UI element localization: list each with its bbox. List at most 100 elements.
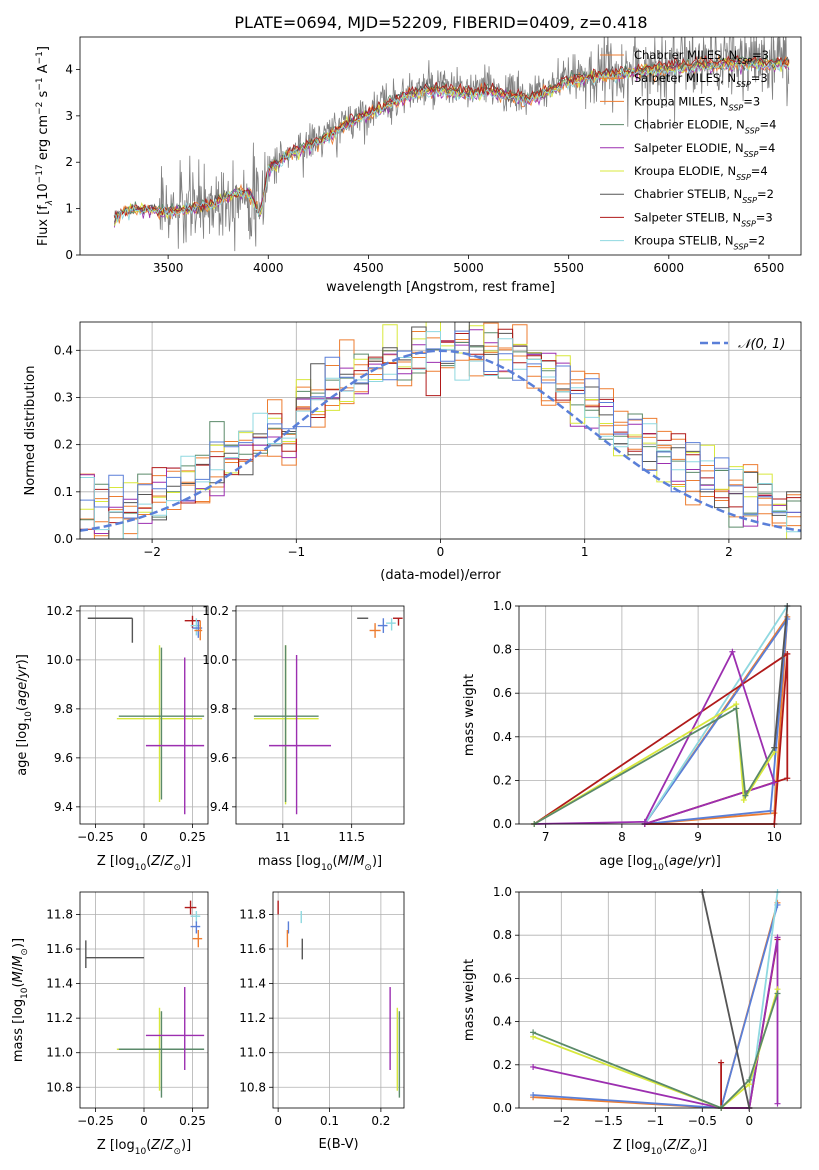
y-tick-label: 0 bbox=[65, 248, 73, 262]
weight-marker bbox=[530, 1063, 537, 1070]
x-tick-label: 9 bbox=[694, 830, 702, 844]
axes-mass-vs-EBV: 0 0.1 0.2 10.8 11.0 11.2 11.4 11.6 11.8 E(B-V) bbox=[239, 891, 405, 1152]
x-tick-label: 6000 bbox=[654, 261, 685, 275]
weight-marker bbox=[774, 990, 781, 997]
y-tick-label: 10.0 bbox=[46, 653, 73, 667]
x-tick-label: 1 bbox=[581, 545, 589, 559]
x-tick-label: 0.25 bbox=[179, 1114, 206, 1128]
y-tick-label: 0.2 bbox=[493, 1058, 512, 1072]
errorbar-point bbox=[118, 647, 205, 800]
y-tick-label: 11.2 bbox=[239, 1011, 266, 1025]
histogram-step bbox=[80, 328, 801, 530]
errorbar-point bbox=[386, 618, 396, 631]
x-tick-label: 4500 bbox=[353, 261, 384, 275]
errorbars bbox=[85, 900, 205, 1098]
y-tick-label: 0.0 bbox=[493, 817, 512, 831]
x-tick-label: 10 bbox=[767, 830, 782, 844]
axes-frame bbox=[79, 36, 802, 256]
x-axis-label: mass [log10(M/M⊙)] bbox=[258, 854, 382, 873]
weight-line bbox=[532, 993, 779, 1110]
axes-age-vs-mass: 11 11.5 9.4 9.6 9.8 10.0 10.2 mass [log10(M/M⊙)… bbox=[202, 604, 405, 873]
spectrum-lines bbox=[113, 37, 790, 252]
x-tick-label: −1 bbox=[646, 1114, 664, 1128]
errorbar-point bbox=[190, 911, 201, 924]
weight-marker bbox=[530, 1092, 537, 1099]
legend-label: Salpeter MILES, NSSP=3 bbox=[634, 71, 768, 89]
y-tick-label: 11.4 bbox=[46, 977, 73, 991]
x-axis-label: (data-model)/error bbox=[380, 568, 501, 583]
weight-marker bbox=[530, 1029, 537, 1036]
x-axis-label: Z [log10(Z/Z⊙)] bbox=[97, 1138, 191, 1157]
y-tick-label: 0.8 bbox=[493, 928, 512, 942]
x-tick-label: 4000 bbox=[253, 261, 284, 275]
y-tick-label: 11.6 bbox=[239, 942, 266, 956]
weight-line bbox=[748, 891, 779, 1109]
x-tick-label: 0.1 bbox=[320, 1114, 339, 1128]
observed-spectrum bbox=[113, 37, 790, 252]
weight-marker bbox=[784, 650, 791, 657]
axes-frame bbox=[79, 891, 209, 1109]
errorbar-point bbox=[253, 645, 319, 802]
x-tick-label: 2 bbox=[725, 545, 733, 559]
errorbar-point bbox=[116, 645, 203, 802]
errorbar-point bbox=[184, 900, 197, 915]
axes-spectrum: 3500 4000 4500 5000 5500 6000 6500 0 1 2 3 4 wavelen… bbox=[35, 36, 802, 295]
weight-marker bbox=[771, 779, 778, 786]
y-tick-label: 10.8 bbox=[46, 1080, 73, 1094]
x-axis-label: age [log10(age/yr)] bbox=[599, 854, 721, 873]
axes-mass-vs-Z: −0.25 0 0.25 10.8 11.0 11.2 11.4 11.6 11.8 Z [log… bbox=[11, 891, 209, 1157]
x-tick-label: −0.5 bbox=[688, 1114, 717, 1128]
y-tick-label: 0.6 bbox=[493, 971, 512, 985]
legend-label: Kroupa MILES, NSSP=3 bbox=[634, 94, 760, 112]
y-tick-label: 11.6 bbox=[46, 942, 73, 956]
y-tick-label: 11.4 bbox=[239, 977, 266, 991]
y-tick-label: 0.4 bbox=[493, 730, 512, 744]
y-tick-label: 10.2 bbox=[202, 604, 229, 618]
errorbar-point bbox=[190, 921, 201, 934]
weight-line bbox=[773, 605, 789, 748]
x-tick-label: −1.5 bbox=[594, 1114, 623, 1128]
axes-residuals: −2 −1 0 1 2 0.0 0.1 0.2 0.3 0.4 (data-model)/error… bbox=[23, 321, 802, 583]
legend-label: Chabrier ELODIE, NSSP=4 bbox=[634, 118, 776, 136]
y-tick-label: 9.4 bbox=[54, 800, 73, 814]
weight-marker bbox=[774, 934, 781, 941]
y-tick-label: 0.2 bbox=[54, 438, 73, 452]
x-tick-label: −2 bbox=[143, 545, 161, 559]
y-tick-label: 0.3 bbox=[54, 390, 73, 404]
x-tick-label: 0 bbox=[140, 1114, 148, 1128]
axes-frame bbox=[518, 605, 802, 825]
legend-label: 𝒩(0, 1) bbox=[738, 337, 785, 352]
y-tick-label: 10.2 bbox=[46, 604, 73, 618]
axes-frame bbox=[79, 605, 209, 825]
axes-frame bbox=[272, 891, 405, 1109]
x-tick-label: −2 bbox=[552, 1114, 570, 1128]
errorbars bbox=[87, 615, 205, 815]
y-tick-label: 4 bbox=[65, 62, 73, 76]
x-tick-label: −1 bbox=[287, 545, 305, 559]
weight-line bbox=[701, 891, 751, 1109]
x-tick-label: 8 bbox=[618, 830, 626, 844]
legend-label: Salpeter STELIB, NSSP=3 bbox=[634, 210, 773, 228]
x-tick-label: 0 bbox=[745, 1114, 753, 1128]
y-axis-label: mass weight bbox=[462, 959, 477, 1041]
y-axis-label: mass [log10(M/M⊙)] bbox=[11, 938, 30, 1062]
legend-label: Chabrier MILES, NSSP=3 bbox=[634, 48, 769, 66]
weight-line bbox=[644, 605, 789, 825]
x-tick-label: 11.5 bbox=[338, 830, 365, 844]
y-tick-label: 0.1 bbox=[54, 485, 73, 499]
errorbar-point bbox=[392, 617, 403, 626]
weight-marker bbox=[746, 1076, 753, 1083]
x-tick-label: 0.2 bbox=[371, 1114, 390, 1128]
axes-mass-weight-vs-Z: −2 −1.5 −1 −0.5 0 0.0 0.2 0.4 0.6 0.8 1.0 Z [log10(… bbox=[462, 885, 802, 1157]
weight-marker bbox=[733, 705, 740, 712]
y-tick-label: 9.4 bbox=[210, 800, 229, 814]
y-tick-label: 0.4 bbox=[493, 1015, 512, 1029]
normal-curve bbox=[80, 349, 801, 532]
y-tick-label: 1.0 bbox=[493, 599, 512, 613]
axes-frame bbox=[79, 321, 802, 540]
axes-frame bbox=[518, 891, 802, 1109]
y-tick-label: 10.8 bbox=[239, 1080, 266, 1094]
errorbar-point bbox=[145, 657, 205, 815]
figure-title: PLATE=0694, MJD=52209, FIBERID=0409, z=0… bbox=[234, 13, 647, 32]
y-axis-label: Normed distribution bbox=[23, 366, 38, 496]
